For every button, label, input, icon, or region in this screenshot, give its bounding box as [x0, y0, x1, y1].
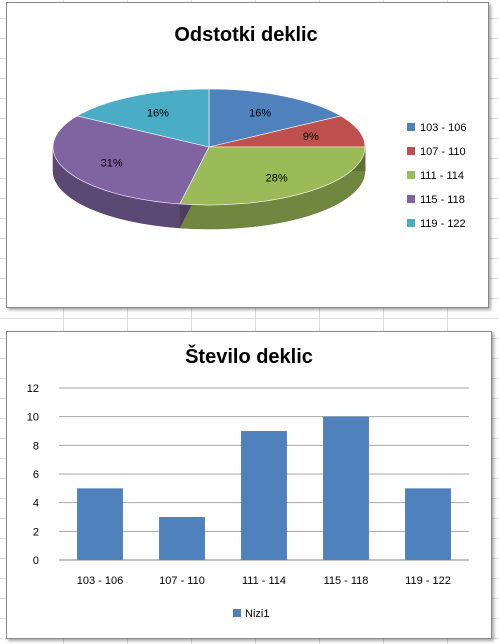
bar-legend: Nizi1 — [233, 608, 269, 620]
y-tick-label: 10 — [27, 412, 39, 424]
bar-111-114[interactable] — [241, 431, 287, 560]
legend-label: 115 - 118 — [420, 194, 465, 206]
pie-slice-111-114[interactable] — [179, 146, 366, 206]
pie-chart: Odstotki deklic 16% 9% 28% 31% 16% 103 - 106… — [52, 24, 466, 230]
bar-chart-panel[interactable]: Število deklic 0 2 4 6 8 10 12 103 - 106 107 - … — [6, 331, 492, 639]
legend-swatch — [233, 609, 241, 617]
bar-103-106[interactable] — [77, 488, 123, 560]
x-tick-label: 115 - 118 — [324, 575, 369, 587]
pie-chart-panel[interactable]: Odstotki deklic 16% 9% 28% 31% 16% 103 - 106… — [6, 2, 489, 308]
pie-data-label: 16% — [147, 107, 169, 119]
pie-data-label: 31% — [101, 158, 123, 170]
x-tick-label: 119 - 122 — [405, 575, 451, 587]
legend-swatch — [407, 195, 415, 203]
bar-y-tick-labels: 0 2 4 6 8 10 12 — [27, 383, 39, 567]
pie-slice-107-110[interactable] — [208, 115, 366, 148]
legend-swatch — [407, 123, 415, 131]
y-tick-label: 12 — [27, 383, 39, 395]
pie-data-labels: 16% 9% 28% 31% 16% — [101, 107, 319, 184]
legend-label: 119 - 122 — [420, 218, 466, 230]
x-tick-label: 111 - 114 — [242, 575, 286, 587]
pie-slice-103-106[interactable] — [208, 88, 342, 148]
pie-data-label: 16% — [249, 107, 271, 119]
pie-slices — [52, 88, 366, 206]
bar-chart: Število deklic 0 2 4 6 8 10 12 103 - 106 107 - … — [27, 344, 469, 620]
y-tick-label: 0 — [33, 555, 39, 567]
y-tick-label: 4 — [33, 498, 39, 510]
pie-slice-119-122[interactable] — [76, 88, 210, 148]
x-tick-label: 103 - 106 — [77, 575, 123, 587]
legend-swatch — [407, 171, 415, 179]
pie-chart-title: Odstotki deklic — [174, 24, 317, 46]
bar-119-122[interactable] — [405, 488, 451, 560]
x-tick-label: 107 - 110 — [159, 575, 205, 587]
y-tick-label: 6 — [33, 469, 39, 481]
y-tick-label: 8 — [33, 440, 39, 452]
bar-series — [77, 416, 451, 560]
bar-chart-title: Število deklic — [185, 344, 313, 368]
legend-label: 111 - 114 — [420, 170, 464, 182]
legend-swatch — [407, 147, 415, 155]
y-tick-label: 2 — [33, 526, 39, 538]
legend-swatch — [407, 219, 415, 227]
pie-legend: 103 - 106 107 - 110 111 - 114 115 - 118 119 … — [407, 122, 466, 230]
bar-x-tick-labels: 103 - 106 107 - 110 111 - 114 115 - 118 119 … — [77, 575, 451, 587]
bar-115-118[interactable] — [323, 416, 369, 560]
legend-label: 103 - 106 — [420, 122, 466, 134]
bar-107-110[interactable] — [159, 517, 205, 560]
legend-label: Nizi1 — [245, 608, 269, 620]
pie-data-label: 28% — [266, 172, 288, 184]
legend-label: 107 - 110 — [420, 146, 466, 158]
pie-data-label: 9% — [303, 131, 319, 143]
